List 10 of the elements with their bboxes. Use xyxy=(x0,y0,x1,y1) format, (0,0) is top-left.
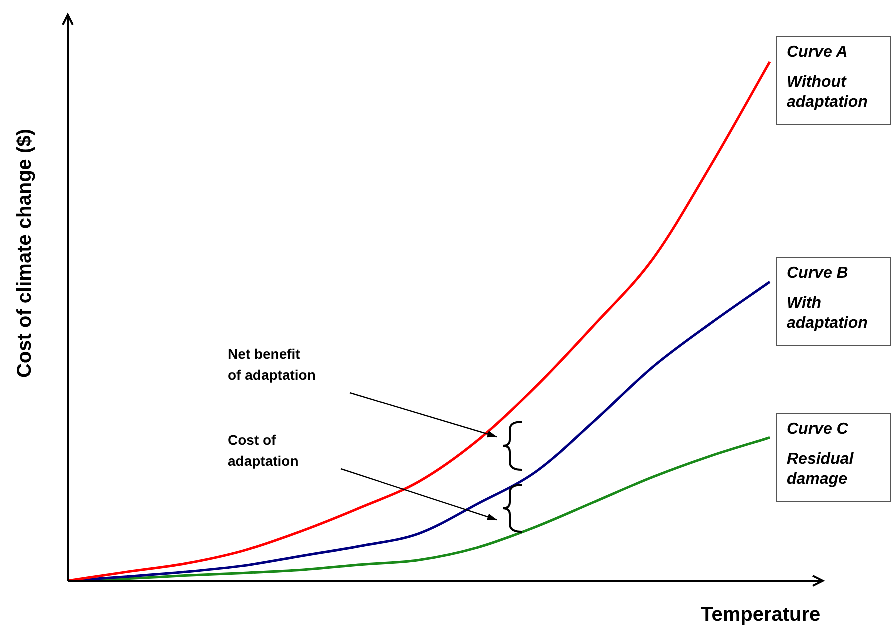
series-label: Curve C xyxy=(787,420,850,440)
annotation: Cost of adaptation xyxy=(228,431,300,471)
series-label: Curve B xyxy=(787,264,850,284)
annotation: With adaptation xyxy=(787,294,869,334)
y-axis-title: Cost of climate change ($) xyxy=(14,129,37,378)
annotation: Net benefit of adaptation xyxy=(228,345,316,385)
annotation: Without adaptation xyxy=(787,73,869,113)
annotation: Residual damage xyxy=(787,450,855,490)
x-axis-title: Temperature xyxy=(701,604,821,627)
series-label: Curve A xyxy=(787,43,849,63)
